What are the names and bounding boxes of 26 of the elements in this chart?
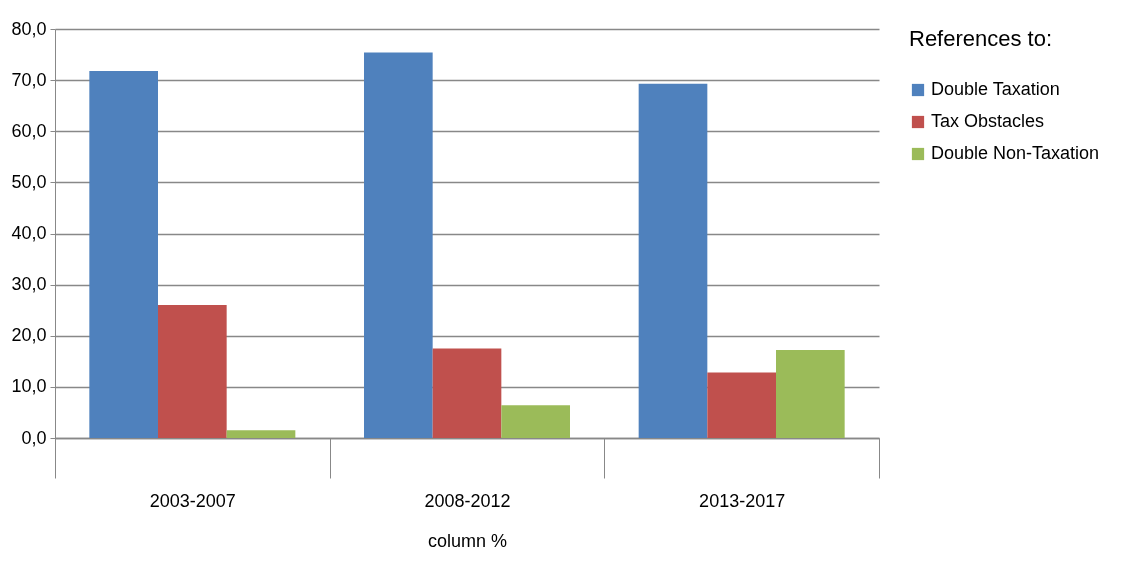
bar — [638, 83, 708, 438]
bar — [776, 350, 845, 438]
bar — [226, 430, 296, 438]
y-tick-label: 80,0 — [11, 18, 47, 39]
y-tick-label: 0,0 — [21, 427, 47, 448]
y-tick-label: 50,0 — [11, 171, 47, 192]
bar — [707, 372, 776, 438]
legend-label: Double Non-Taxation — [931, 143, 1100, 163]
bar — [89, 70, 158, 438]
y-tick-label: 60,0 — [11, 120, 47, 141]
y-tick-label: 30,0 — [11, 274, 47, 295]
y-tick-label: 10,0 — [11, 376, 47, 397]
y-tick-label: 70,0 — [11, 69, 47, 90]
y-tick-label: 40,0 — [11, 223, 47, 243]
legend-label: Double Taxation — [931, 79, 1060, 99]
legend-label: Tax Obstacles — [931, 111, 1045, 131]
bar — [158, 305, 227, 438]
x-axis-title: column % — [427, 530, 508, 551]
bar — [501, 405, 570, 438]
x-tick-label: 2008-2012 — [424, 490, 511, 511]
x-tick-label: 2003-2007 — [149, 490, 236, 511]
x-tick-label: 2013-2017 — [699, 490, 786, 511]
bar — [364, 52, 433, 438]
y-tick-label: 20,0 — [11, 325, 47, 346]
legend-title: References to: — [909, 26, 1053, 51]
bar — [432, 348, 502, 438]
